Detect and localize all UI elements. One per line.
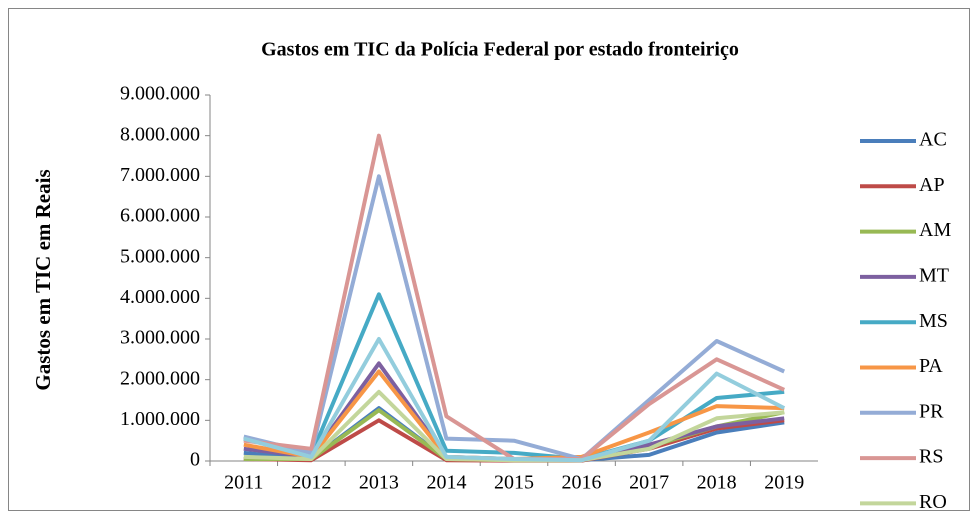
series-line [243,174,786,461]
legend-label: AP [919,174,945,196]
legend-label: PR [919,400,944,422]
x-tick-label: 2019 [764,472,804,494]
legend-label: PA [919,355,943,377]
y-tick-label: 6.000.000 [120,205,200,227]
chart-frame [8,8,970,511]
y-tick-label: 9.000.000 [120,83,200,105]
y-tick-label: 7.000.000 [120,164,200,186]
series-line [243,337,786,463]
x-tick-label: 2014 [426,472,466,494]
x-tick-label: 2013 [359,472,399,494]
y-tick-label: 8.000.000 [120,123,200,145]
y-tick-label: 0 [190,449,200,471]
legend-label: RS [919,446,943,468]
y-tick-label: 1.000.000 [120,408,200,430]
y-tick-label: 3.000.000 [120,327,200,349]
chart-title: Gastos em TIC da Polícia Federal por est… [261,39,739,61]
x-tick-label: 2011 [224,472,263,494]
legend-label: AC [919,129,947,151]
series-line [243,292,785,461]
x-tick-label: 2012 [291,472,331,494]
legend-label: MS [919,310,948,332]
y-tick-label: 2.000.000 [120,367,200,389]
y-tick-label: 5.000.000 [120,245,200,267]
legend-label: MT [919,264,949,286]
x-tick-label: 2016 [562,472,602,494]
x-tick-label: 2017 [629,472,669,494]
y-tick-label: 4.000.000 [120,286,200,308]
y-axis-label: Gastos em TIC em Reais [31,169,55,390]
legend-label: RO [919,491,947,513]
x-tick-label: 2018 [697,472,737,494]
legend-label: AM [919,219,951,241]
x-tick-label: 2015 [494,472,534,494]
